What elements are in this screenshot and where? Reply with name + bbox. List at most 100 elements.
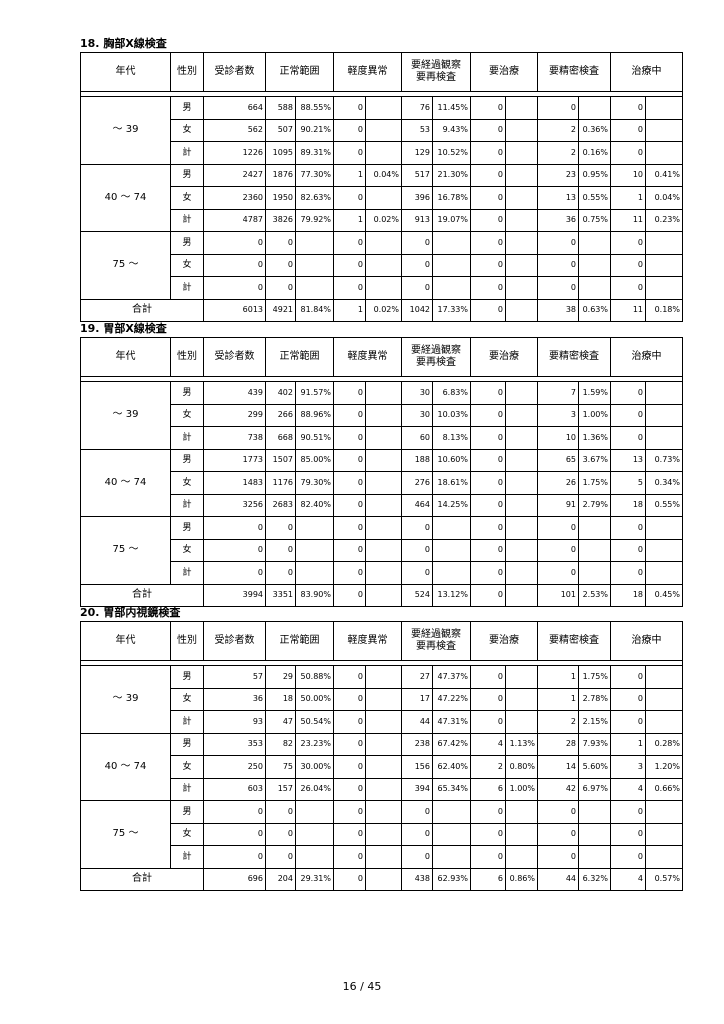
value-cell: 18: [610, 493, 646, 517]
value-cell: 0: [203, 561, 266, 585]
value-cell: 0.80%: [505, 755, 538, 779]
value-cell: 18.61%: [432, 471, 471, 495]
value-cell: 11: [610, 208, 646, 232]
value-cell: 44: [401, 710, 433, 734]
value-cell: 10.52%: [432, 141, 471, 165]
value-cell: 0: [333, 186, 366, 210]
value-cell: [645, 426, 683, 450]
value-cell: [365, 118, 402, 142]
value-cell: 5: [610, 471, 646, 495]
value-cell: 3826: [265, 208, 296, 232]
value-cell: 0: [610, 516, 646, 540]
data-row: 40 ～ 74 男 353 82 23.23% 0 238 67.42% 4 1.13% 28 7.9…: [80, 732, 683, 801]
data-row: 75 ～男 0 0 0 0 0 0 0: [80, 800, 683, 869]
value-cell: 0.04%: [645, 186, 683, 210]
header-cell: 性別: [170, 337, 204, 377]
value-cell: 1.36%: [578, 426, 611, 450]
sex: 女: [170, 755, 204, 779]
value-cell: 91: [537, 493, 579, 517]
value-cell: [578, 538, 611, 562]
sex: 男: [170, 732, 204, 756]
value-cell: [505, 710, 538, 734]
header-cell: 軽度異常: [333, 52, 402, 92]
sex: 女: [170, 118, 204, 142]
value-cell: 0: [333, 583, 366, 607]
value-cell: 0.23%: [645, 208, 683, 232]
value-cell: 913: [401, 208, 433, 232]
value-cell: [505, 276, 538, 300]
value-cell: 42: [537, 777, 579, 801]
value-cell: 0: [470, 141, 506, 165]
sex: 計: [170, 710, 204, 734]
value-cell: [365, 381, 402, 405]
value-cell: 562: [203, 118, 266, 142]
value-cell: 0: [537, 253, 579, 277]
value-cell: 65: [537, 448, 579, 472]
page-number: 16 / 45: [342, 980, 382, 993]
value-cell: 276: [401, 471, 433, 495]
value-cell: 0.16%: [578, 141, 611, 165]
value-cell: 250: [203, 755, 266, 779]
value-cell: 0: [333, 777, 366, 801]
header-cell: 正常範囲: [265, 337, 334, 377]
value-cell: 83.90%: [295, 583, 334, 607]
value-cell: 57: [203, 665, 266, 689]
value-cell: 0: [265, 253, 296, 277]
header-cell: 要精密検査: [537, 621, 611, 661]
value-cell: 79.30%: [295, 471, 334, 495]
value-cell: 0: [265, 845, 296, 869]
section-title: 20. 胃部内視鏡検査: [80, 606, 181, 619]
value-cell: [365, 800, 402, 824]
sex: 男: [170, 448, 204, 472]
value-cell: 0: [333, 118, 366, 142]
value-cell: 0: [470, 822, 506, 846]
value-cell: 7.93%: [578, 732, 611, 756]
sex: 女: [170, 253, 204, 277]
value-cell: [578, 231, 611, 255]
value-cell: 0: [470, 403, 506, 427]
value-cell: 3351: [265, 583, 296, 607]
sex: 女: [170, 186, 204, 210]
value-cell: 0: [470, 516, 506, 540]
value-cell: [295, 561, 334, 585]
value-cell: [365, 561, 402, 585]
value-cell: 13: [537, 186, 579, 210]
value-cell: 0.28%: [645, 732, 683, 756]
value-cell: 0: [537, 800, 579, 824]
value-cell: 85.00%: [295, 448, 334, 472]
value-cell: 0: [610, 403, 646, 427]
value-cell: 1.59%: [578, 381, 611, 405]
value-cell: 0: [265, 822, 296, 846]
value-cell: 11: [610, 298, 646, 322]
total-row: 合計 696 204 29.31% 0 438 62.93% 6 0.86% 44 6.32% 4 0.…: [80, 867, 683, 891]
value-cell: 1.20%: [645, 755, 683, 779]
value-cell: 0: [265, 800, 296, 824]
value-cell: 30: [401, 381, 433, 405]
value-cell: 588: [265, 96, 296, 120]
value-cell: 1: [537, 687, 579, 711]
value-cell: 0: [203, 822, 266, 846]
value-cell: [365, 276, 402, 300]
value-cell: [365, 231, 402, 255]
value-cell: [365, 665, 402, 689]
value-cell: [645, 665, 683, 689]
value-cell: [505, 163, 538, 187]
data-row: 女 1483 1176 79.30% 0 276 18.61% 0 26 1.75% 5 0.34%: [81, 471, 683, 495]
value-cell: 0: [610, 561, 646, 585]
value-cell: 81.84%: [295, 298, 334, 322]
value-cell: [505, 800, 538, 824]
value-cell: 1.75%: [578, 471, 611, 495]
value-cell: [365, 755, 402, 779]
value-cell: 0: [537, 845, 579, 869]
value-cell: 18: [265, 687, 296, 711]
value-cell: 266: [265, 403, 296, 427]
value-cell: 2.15%: [578, 710, 611, 734]
value-cell: 0: [470, 448, 506, 472]
value-cell: 0: [470, 800, 506, 824]
value-cell: 1876: [265, 163, 296, 187]
value-cell: 0: [333, 755, 366, 779]
value-cell: 157: [265, 777, 296, 801]
